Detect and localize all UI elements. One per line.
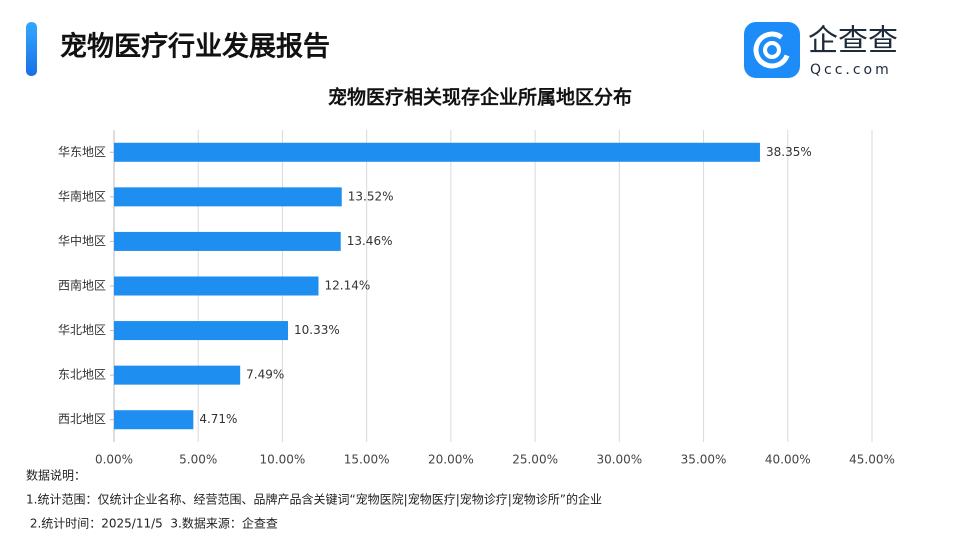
value-label: 4.71%: [199, 412, 237, 426]
bar: [114, 321, 289, 341]
bar: [114, 276, 319, 296]
x-tick-label: 20.00%: [428, 453, 474, 467]
y-tick-label: 西北地区: [58, 412, 106, 426]
y-tick-label: 华东地区: [58, 145, 106, 159]
logo-site: Qcc.com: [810, 62, 892, 78]
x-tick-label: 25.00%: [512, 453, 558, 467]
notes-line: 1.统计范围：仅统计企业名称、经营范围、品牌产品含关键词“宠物医院|宠物医疗|宠…: [26, 492, 602, 507]
x-tick-label: 15.00%: [344, 453, 390, 467]
header-title: 宠物医疗行业发展报告: [60, 31, 330, 63]
x-tick-label: 0.00%: [95, 453, 133, 467]
logo-name: 企查查: [808, 24, 898, 59]
chart-title: 宠物医疗相关现存企业所属地区分布: [328, 86, 632, 109]
value-label: 7.49%: [246, 368, 284, 382]
value-label: 38.35%: [766, 145, 812, 159]
y-tick-label: 华中地区: [58, 233, 106, 248]
x-tick-label: 30.00%: [596, 453, 642, 467]
x-tick-label: 10.00%: [260, 453, 306, 467]
notes-line: 2.统计时间：2025/11/5 3.数据来源：企查查: [26, 516, 278, 531]
x-tick-label: 35.00%: [681, 453, 727, 467]
x-tick-label: 5.00%: [179, 453, 217, 467]
logo: 企查查 Qcc.com: [744, 22, 898, 78]
value-label: 13.52%: [348, 189, 394, 203]
value-label: 10.33%: [294, 323, 340, 337]
x-tick-label: 40.00%: [765, 453, 811, 467]
bar: [114, 410, 194, 430]
y-tick-label: 西南地区: [58, 278, 106, 293]
value-label: 12.14%: [324, 279, 370, 293]
bar: [114, 187, 342, 207]
value-label: 13.46%: [347, 234, 393, 248]
y-tick-label: 东北地区: [58, 368, 106, 382]
plot: 0.00% 5.00% 10.00% 15.00% 20.00% 25.00% 30.00%…: [58, 130, 895, 467]
bar: [114, 231, 341, 251]
bar: [114, 142, 760, 162]
header-accent: [26, 22, 37, 76]
x-tick-label: 45.00%: [849, 453, 895, 467]
logo-icon: [744, 22, 800, 78]
y-tick-label: 华南地区: [58, 188, 106, 203]
bar: [114, 365, 241, 385]
logo-core: [763, 41, 781, 59]
notes-heading: 数据说明：: [26, 468, 86, 483]
y-tick-label: 华北地区: [58, 323, 106, 337]
